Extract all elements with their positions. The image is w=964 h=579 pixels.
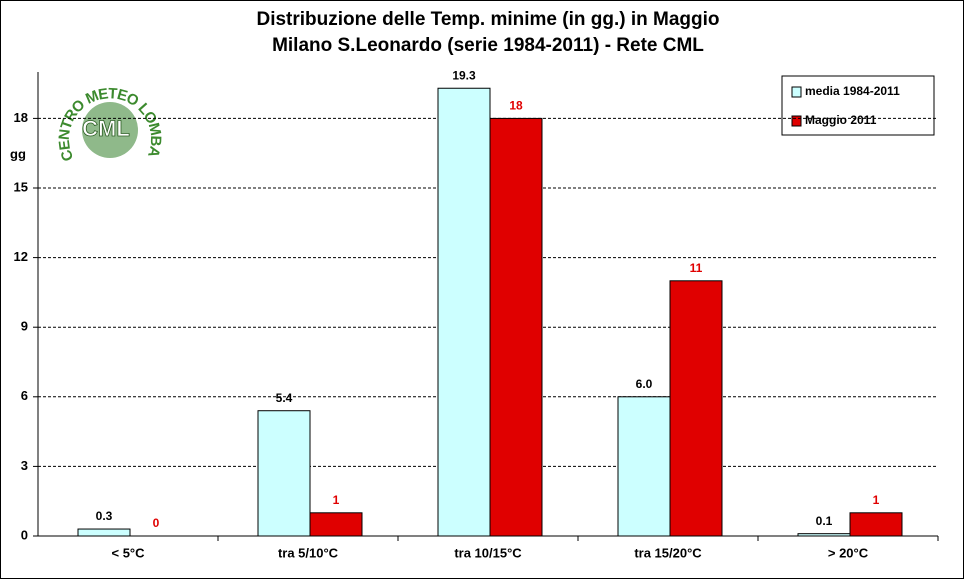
- y-tick-label: 18: [14, 110, 28, 125]
- y-tick-label: 9: [21, 319, 28, 334]
- legend-swatch: [791, 86, 802, 98]
- bar: [437, 87, 491, 537]
- y-tick-label: 6: [21, 388, 28, 403]
- x-tick-label: tra 15/20°C: [634, 545, 702, 560]
- bar: [797, 533, 851, 537]
- data-label: 5.4: [276, 391, 293, 405]
- y-tick-label: 12: [14, 249, 28, 264]
- data-label: 0.1: [816, 514, 833, 528]
- x-tick-label: < 5°C: [111, 545, 145, 560]
- logo-shape: [82, 102, 138, 158]
- data-label: 0.3: [96, 509, 113, 523]
- legend-label: Maggio 2011: [805, 113, 877, 127]
- data-label: 6.0: [636, 377, 653, 391]
- legend: media 1984-2011 Maggio 2011: [781, 75, 935, 136]
- legend-swatch: [791, 115, 802, 127]
- bar: [849, 512, 903, 537]
- y-axis-label: gg: [10, 146, 26, 161]
- y-tick-label: 15: [14, 179, 28, 194]
- legend-box: [781, 75, 935, 136]
- y-tick-label: 0: [21, 527, 28, 542]
- x-tick-label: > 20°C: [828, 545, 869, 560]
- bar: [257, 410, 311, 537]
- bar: [617, 396, 671, 537]
- bar: [669, 280, 723, 537]
- x-tick-label: tra 5/10°C: [278, 545, 339, 560]
- data-label: 18: [509, 99, 523, 113]
- chart-title: Distribuzione delle Temp. minime (in gg.…: [256, 9, 719, 30]
- chart-subtitle: Milano S.Leonardo (serie 1984-2011) - Re…: [272, 35, 704, 56]
- data-label: 11: [690, 261, 703, 275]
- bar: [77, 528, 131, 537]
- data-label: 0: [153, 516, 160, 530]
- logo-text: CML: [82, 116, 130, 141]
- data-label: 1: [333, 493, 340, 507]
- bar: [309, 512, 363, 537]
- legend-label: media 1984-2011: [805, 84, 900, 98]
- y-tick-label: 3: [21, 458, 28, 473]
- data-label: 1: [873, 493, 880, 507]
- data-label: 19.3: [452, 68, 476, 82]
- bar: [489, 117, 543, 537]
- x-tick-label: tra 10/15°C: [454, 545, 522, 560]
